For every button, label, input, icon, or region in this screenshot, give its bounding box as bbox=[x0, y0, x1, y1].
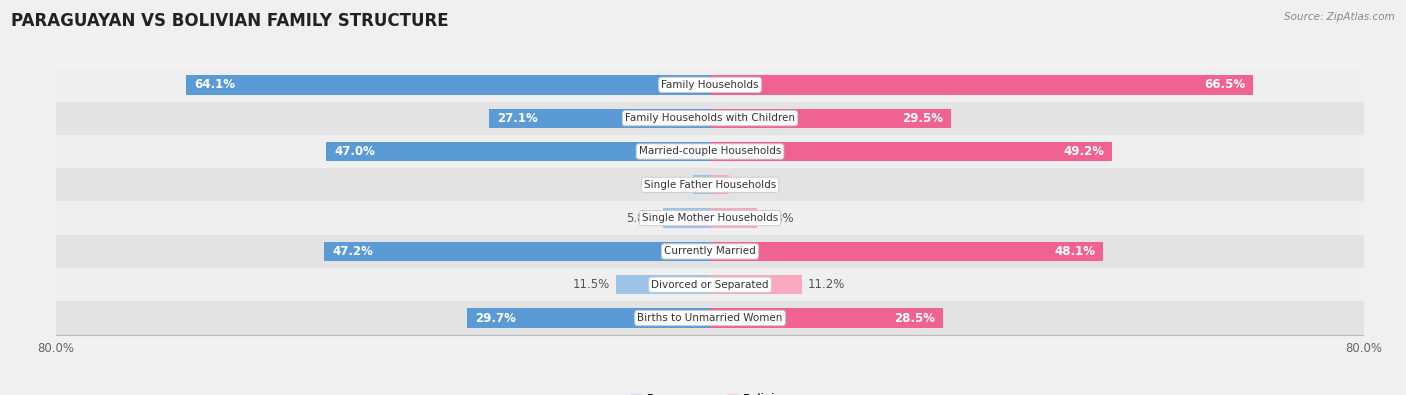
Text: 5.8%: 5.8% bbox=[763, 212, 793, 225]
Text: 64.1%: 64.1% bbox=[194, 78, 235, 91]
Text: 29.7%: 29.7% bbox=[475, 312, 516, 325]
Text: Births to Unmarried Women: Births to Unmarried Women bbox=[637, 313, 783, 323]
Text: 28.5%: 28.5% bbox=[894, 312, 935, 325]
Bar bbox=[710, 142, 1112, 161]
Bar bbox=[56, 201, 1364, 235]
Text: 47.0%: 47.0% bbox=[335, 145, 375, 158]
Text: Single Father Households: Single Father Households bbox=[644, 180, 776, 190]
Bar bbox=[693, 175, 710, 194]
Bar bbox=[56, 102, 1364, 135]
Text: 11.5%: 11.5% bbox=[572, 278, 610, 291]
Bar bbox=[326, 142, 710, 161]
Bar bbox=[710, 242, 1104, 261]
Bar bbox=[710, 75, 1254, 94]
Bar bbox=[56, 135, 1364, 168]
Text: 49.2%: 49.2% bbox=[1063, 145, 1104, 158]
Bar bbox=[56, 68, 1364, 102]
Text: 11.2%: 11.2% bbox=[808, 278, 845, 291]
Legend: Paraguayan, Bolivian: Paraguayan, Bolivian bbox=[626, 389, 794, 395]
Text: 48.1%: 48.1% bbox=[1054, 245, 1095, 258]
Bar bbox=[710, 109, 950, 128]
Text: 2.3%: 2.3% bbox=[735, 178, 765, 191]
Text: 29.5%: 29.5% bbox=[901, 112, 943, 125]
Bar bbox=[186, 75, 710, 94]
Text: Married-couple Households: Married-couple Households bbox=[638, 147, 782, 156]
Text: 5.8%: 5.8% bbox=[627, 212, 657, 225]
Text: 47.2%: 47.2% bbox=[332, 245, 374, 258]
Text: 66.5%: 66.5% bbox=[1204, 78, 1246, 91]
Bar bbox=[56, 301, 1364, 335]
Bar bbox=[710, 175, 728, 194]
Text: Divorced or Separated: Divorced or Separated bbox=[651, 280, 769, 290]
Bar bbox=[488, 109, 710, 128]
Text: Currently Married: Currently Married bbox=[664, 246, 756, 256]
Text: PARAGUAYAN VS BOLIVIAN FAMILY STRUCTURE: PARAGUAYAN VS BOLIVIAN FAMILY STRUCTURE bbox=[11, 12, 449, 30]
Text: 27.1%: 27.1% bbox=[496, 112, 537, 125]
Bar bbox=[325, 242, 710, 261]
Text: Family Households: Family Households bbox=[661, 80, 759, 90]
Bar bbox=[710, 275, 801, 294]
Text: Source: ZipAtlas.com: Source: ZipAtlas.com bbox=[1284, 12, 1395, 22]
Bar bbox=[662, 209, 710, 228]
Text: Single Mother Households: Single Mother Households bbox=[643, 213, 778, 223]
Bar bbox=[710, 209, 758, 228]
Bar bbox=[56, 235, 1364, 268]
Text: Family Households with Children: Family Households with Children bbox=[626, 113, 794, 123]
Text: 2.1%: 2.1% bbox=[657, 178, 686, 191]
Bar bbox=[56, 268, 1364, 301]
Bar bbox=[56, 168, 1364, 201]
Bar bbox=[616, 275, 710, 294]
Bar bbox=[467, 308, 710, 328]
Bar bbox=[710, 308, 943, 328]
